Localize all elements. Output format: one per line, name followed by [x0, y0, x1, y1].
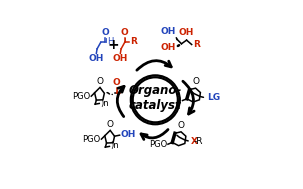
Text: )n: )n: [110, 141, 119, 150]
Text: Organo-
catalyst: Organo- catalyst: [128, 84, 182, 112]
Text: OH: OH: [89, 54, 104, 63]
Text: -R: -R: [194, 137, 203, 146]
Text: LG: LG: [207, 93, 220, 102]
Text: OH: OH: [179, 28, 194, 37]
Text: O: O: [96, 77, 104, 86]
Text: OH: OH: [160, 43, 176, 52]
Text: O: O: [121, 28, 128, 37]
Text: OH: OH: [113, 54, 128, 63]
Text: PGO: PGO: [164, 96, 182, 105]
Text: O: O: [113, 78, 121, 88]
Text: +: +: [108, 38, 120, 52]
Text: X: X: [191, 137, 198, 146]
Text: PGO: PGO: [82, 135, 101, 144]
Text: O: O: [107, 120, 114, 129]
Text: O: O: [192, 77, 199, 86]
Text: )n: )n: [100, 98, 108, 108]
Text: R: R: [130, 37, 137, 46]
Text: H: H: [107, 37, 113, 46]
Text: PGO: PGO: [149, 140, 167, 149]
Text: OH: OH: [120, 130, 136, 139]
Text: PGO: PGO: [72, 92, 91, 101]
Text: O: O: [101, 28, 109, 37]
Text: O: O: [178, 121, 185, 130]
Text: R: R: [193, 40, 200, 49]
Text: OH: OH: [160, 27, 176, 36]
Circle shape: [133, 77, 178, 122]
